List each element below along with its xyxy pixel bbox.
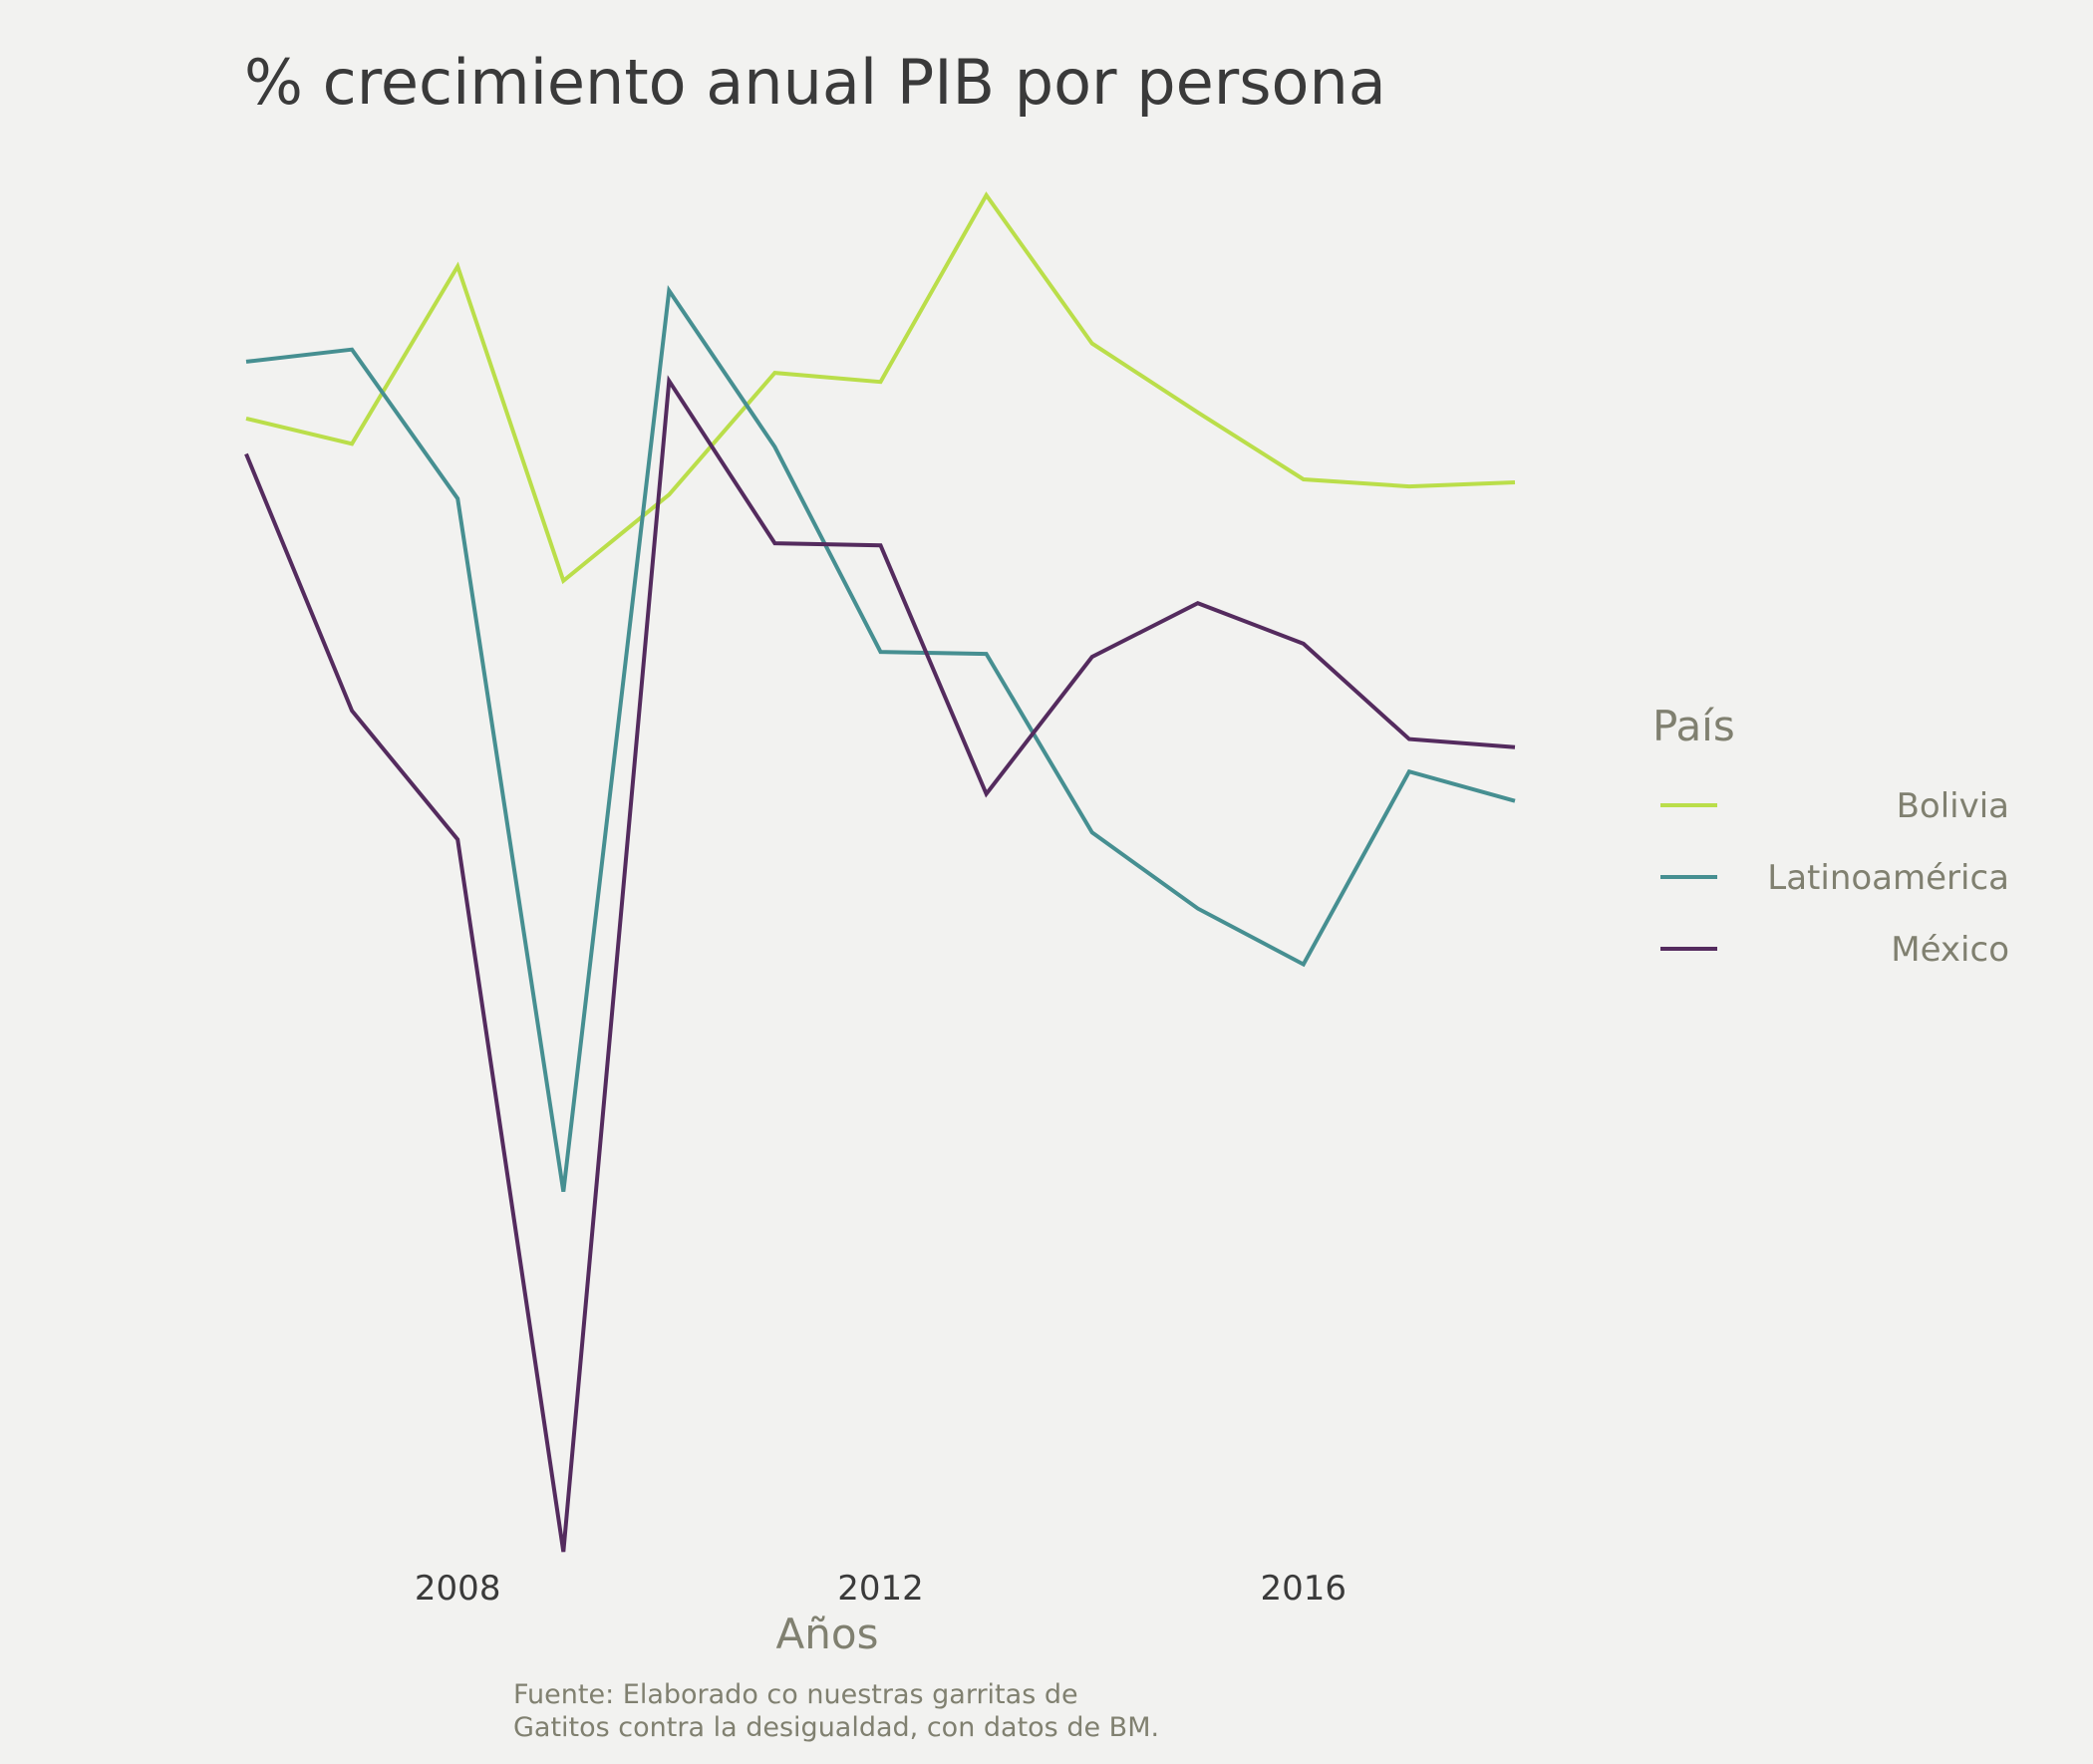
legend-items: Bolivia Latinoamérica México: [1660, 786, 2009, 970]
series-line-mexico: [244, 375, 1516, 1553]
caption-line-2: Gatitos contra la desigualdad, con datos…: [513, 1712, 1159, 1743]
series-line-latinoamerica: [245, 285, 1516, 1193]
caption: Fuente: Elaborado co nuestras garritas d…: [513, 1679, 1159, 1743]
legend-label-bolivia: Bolivia: [1897, 786, 2009, 826]
legend-title: País: [1652, 702, 1735, 750]
x-axis-title: Años: [776, 1610, 879, 1658]
legend-label-latinoamerica: Latinoamérica: [1767, 858, 2009, 898]
x-tick-label-2012: 2012: [837, 1569, 924, 1609]
chart-title: % crecimiento anual PIB por persona: [244, 46, 1386, 119]
x-tick-label-2008: 2008: [415, 1569, 501, 1609]
x-tick-label-2016: 2016: [1261, 1569, 1347, 1609]
series-line-bolivia: [245, 191, 1516, 585]
legend-label-mexico: México: [1891, 930, 2009, 970]
plot-area: [244, 191, 1516, 1553]
caption-line-1: Fuente: Elaborado co nuestras garritas d…: [513, 1679, 1078, 1710]
legend: País Bolivia Latinoamérica México: [1652, 702, 2009, 970]
x-axis-ticks: 2008 2012 2016: [415, 1569, 1346, 1609]
